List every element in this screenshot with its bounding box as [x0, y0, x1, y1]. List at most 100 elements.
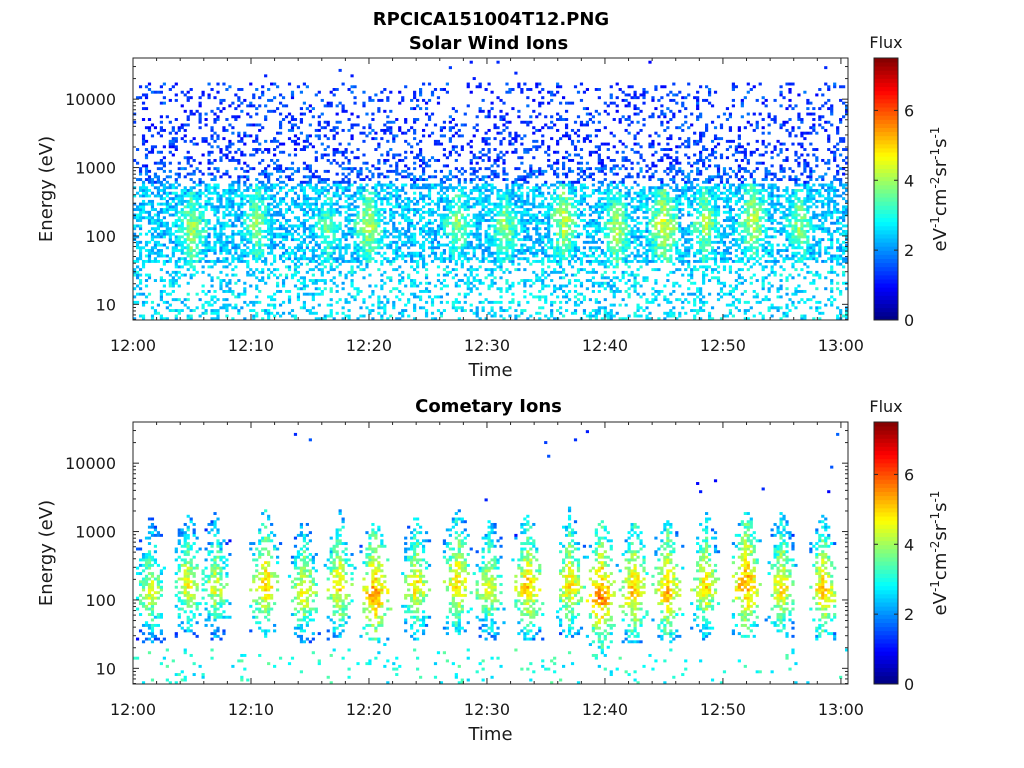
heatmap-cell: [523, 210, 527, 214]
heatmap-cell: [544, 213, 548, 217]
heatmap-cell: [258, 216, 262, 220]
heatmap-cell: [588, 246, 592, 250]
heatmap-cell: [523, 169, 527, 173]
heatmap-cell: [567, 167, 572, 171]
heatmap-cell: [344, 243, 348, 247]
heatmap-cell: [535, 219, 539, 222]
heatmap-cell: [231, 197, 235, 201]
heatmap-cell: [562, 254, 566, 258]
heatmap-cell: [416, 153, 420, 157]
heatmap-cell: [320, 126, 324, 130]
heatmap-cell: [499, 210, 503, 214]
heatmap-cell: [162, 82, 166, 86]
heatmap-cell: [579, 284, 584, 288]
heatmap-cell: [365, 219, 369, 222]
heatmap-cell: [383, 232, 387, 236]
heatmap-cell: [538, 128, 542, 132]
heatmap-cell: [147, 128, 152, 132]
heatmap-cell: [594, 309, 598, 313]
heatmap-cell: [141, 292, 146, 296]
heatmap-cell: [320, 202, 324, 206]
heatmap-cell: [246, 240, 250, 244]
heatmap-cell: [189, 276, 193, 280]
heatmap-cell: [335, 284, 339, 288]
heatmap-cell: [162, 96, 166, 100]
heatmap-cell: [305, 284, 309, 288]
heatmap-cell: [201, 180, 205, 184]
heatmap-cell: [404, 232, 408, 236]
heatmap-cell: [237, 254, 241, 258]
heatmap-cell: [511, 259, 515, 263]
heatmap-cell: [433, 232, 438, 236]
heatmap-cell: [401, 254, 405, 258]
heatmap-cell: [162, 210, 166, 214]
heatmap-cell: [347, 158, 351, 162]
heatmap-cell: [347, 216, 351, 220]
heatmap-cell: [138, 254, 143, 258]
heatmap-cell: [404, 175, 408, 179]
heatmap-cell: [582, 191, 587, 195]
heatmap-cell: [335, 257, 339, 261]
heatmap-cell: [499, 240, 503, 244]
heatmap-cell: [466, 246, 470, 250]
heatmap-cell: [359, 249, 363, 252]
heatmap-cell: [204, 205, 208, 209]
heatmap-cell: [231, 208, 235, 212]
heatmap-cell: [532, 295, 536, 299]
heatmap-cell: [147, 88, 152, 91]
heatmap-cell: [180, 210, 184, 214]
heatmap-cell: [207, 158, 211, 162]
heatmap-cell: [308, 104, 312, 108]
heatmap-cell: [380, 98, 384, 102]
heatmap-cell: [356, 197, 360, 201]
heatmap-cell: [517, 178, 521, 182]
heatmap-cell: [395, 197, 399, 201]
heatmap-cell: [305, 180, 309, 184]
heatmap-cell: [490, 189, 494, 192]
heatmap-cell: [320, 279, 324, 282]
heatmap-cell: [362, 257, 366, 261]
heatmap-cell: [508, 232, 512, 236]
heatmap-cell: [535, 148, 539, 151]
heatmap-cell: [532, 251, 536, 255]
heatmap-cell: [135, 148, 140, 151]
heatmap-cell: [135, 161, 140, 165]
heatmap-cell: [529, 208, 533, 212]
heatmap-cell: [484, 257, 488, 261]
heatmap-cell: [180, 208, 184, 212]
heatmap-cell: [466, 240, 470, 244]
heatmap-cell: [591, 219, 595, 222]
heatmap-cell: [517, 175, 521, 179]
heatmap-cell: [481, 197, 485, 201]
heatmap-cell: [538, 249, 542, 252]
heatmap-cell: [141, 300, 146, 304]
heatmap-cell: [475, 219, 479, 222]
heatmap-cell: [439, 221, 444, 225]
heatmap-cell: [213, 227, 217, 231]
heatmap-cell: [502, 210, 506, 214]
heatmap-cell: [314, 317, 318, 321]
heatmap-cell: [544, 115, 548, 119]
heatmap-cell: [553, 317, 557, 321]
heatmap-cell: [150, 205, 155, 209]
heatmap-cell: [207, 183, 211, 187]
heatmap-cell: [421, 183, 426, 187]
heatmap-cell: [419, 227, 423, 231]
heatmap-cell: [567, 251, 572, 255]
heatmap-cell: [389, 202, 393, 206]
heatmap-cell: [594, 232, 598, 236]
heatmap-cell: [144, 273, 149, 277]
heatmap-cell: [165, 191, 169, 195]
heatmap-cell: [225, 148, 229, 151]
heatmap-cell: [448, 169, 452, 173]
heatmap-cell: [362, 251, 366, 255]
heatmap-cell: [445, 208, 449, 212]
heatmap-cell: [424, 289, 429, 293]
heatmap-cell: [517, 268, 521, 272]
heatmap-cell: [421, 197, 426, 201]
heatmap-cell: [448, 178, 452, 182]
heatmap-cell: [133, 259, 137, 263]
heatmap-cell: [267, 189, 271, 192]
heatmap-cell: [585, 235, 590, 239]
heatmap-cell: [520, 90, 524, 94]
